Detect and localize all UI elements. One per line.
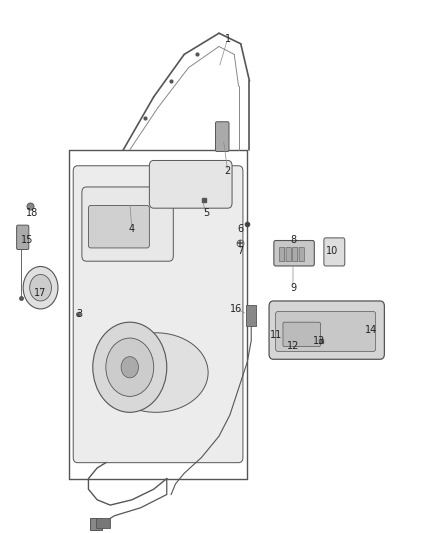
FancyBboxPatch shape bbox=[96, 518, 110, 528]
Text: 4: 4 bbox=[129, 224, 135, 235]
FancyBboxPatch shape bbox=[73, 166, 243, 463]
Text: 7: 7 bbox=[238, 246, 244, 256]
Text: 14: 14 bbox=[365, 325, 378, 335]
FancyBboxPatch shape bbox=[279, 247, 285, 262]
FancyBboxPatch shape bbox=[276, 312, 376, 351]
Circle shape bbox=[121, 357, 138, 378]
Text: 9: 9 bbox=[290, 282, 296, 293]
FancyBboxPatch shape bbox=[82, 187, 173, 261]
Text: 5: 5 bbox=[203, 208, 209, 219]
Circle shape bbox=[93, 322, 167, 413]
Text: 12: 12 bbox=[287, 341, 299, 351]
Circle shape bbox=[23, 266, 58, 309]
Text: 8: 8 bbox=[290, 235, 296, 245]
FancyBboxPatch shape bbox=[274, 240, 314, 266]
FancyBboxPatch shape bbox=[90, 519, 102, 530]
Text: 6: 6 bbox=[238, 224, 244, 235]
Text: 10: 10 bbox=[326, 246, 338, 256]
FancyBboxPatch shape bbox=[283, 322, 321, 346]
FancyBboxPatch shape bbox=[293, 247, 298, 262]
Text: 16: 16 bbox=[230, 304, 243, 314]
Circle shape bbox=[106, 338, 154, 397]
Text: 17: 17 bbox=[34, 288, 47, 298]
FancyBboxPatch shape bbox=[247, 305, 256, 326]
FancyBboxPatch shape bbox=[286, 247, 291, 262]
FancyBboxPatch shape bbox=[299, 247, 304, 262]
Text: 2: 2 bbox=[225, 166, 231, 176]
Text: 1: 1 bbox=[225, 34, 231, 44]
FancyBboxPatch shape bbox=[324, 238, 345, 266]
Text: 3: 3 bbox=[77, 309, 83, 319]
Ellipse shape bbox=[104, 333, 208, 413]
FancyBboxPatch shape bbox=[88, 206, 149, 248]
Text: 13: 13 bbox=[313, 336, 325, 346]
FancyBboxPatch shape bbox=[215, 122, 229, 151]
Text: 15: 15 bbox=[21, 235, 34, 245]
Text: 18: 18 bbox=[26, 208, 38, 219]
FancyBboxPatch shape bbox=[17, 225, 29, 249]
Text: 11: 11 bbox=[269, 330, 282, 341]
Circle shape bbox=[30, 274, 51, 301]
FancyBboxPatch shape bbox=[149, 160, 232, 208]
FancyBboxPatch shape bbox=[269, 301, 385, 359]
